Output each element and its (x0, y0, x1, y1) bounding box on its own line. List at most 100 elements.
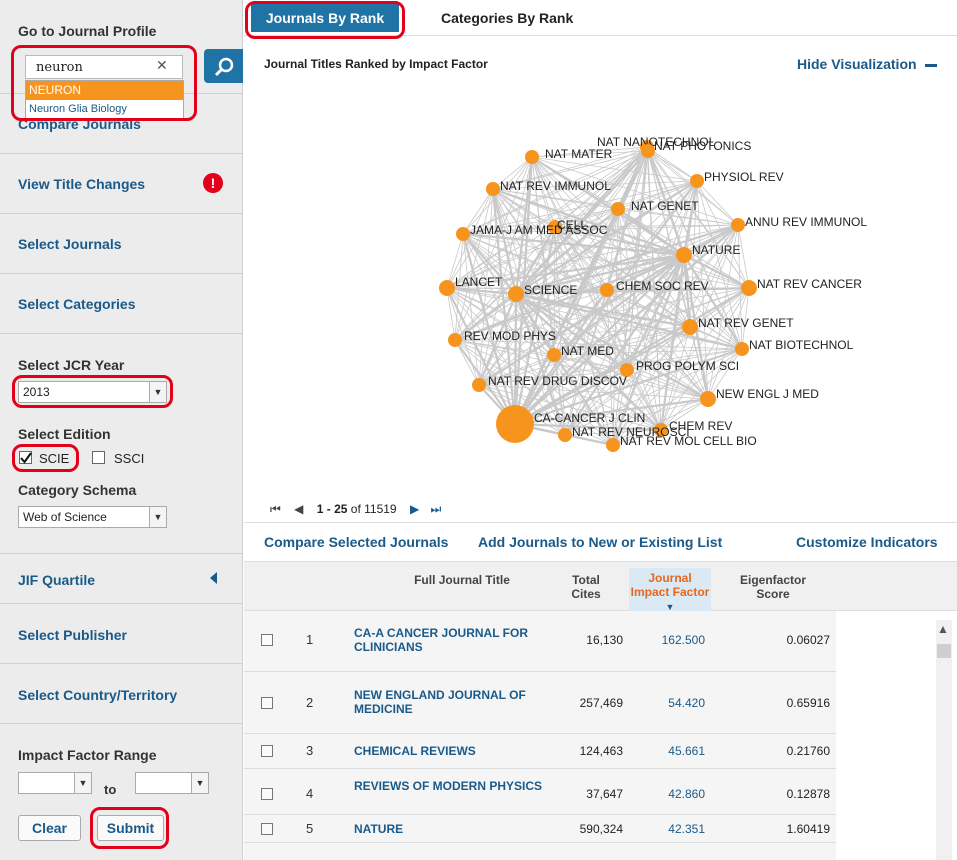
journal-search-input[interactable]: neuron (25, 55, 183, 79)
select-publisher-link[interactable]: Select Publisher (0, 603, 243, 663)
network-edge (477, 293, 518, 386)
col-jif-header[interactable]: Journal Impact Factor ▼ (629, 568, 711, 612)
network-edge (553, 254, 685, 356)
select-categories-link[interactable]: Select Categories (0, 273, 243, 333)
scie-label: SCIE (39, 451, 70, 466)
network-edge (446, 287, 480, 386)
network-edge (462, 233, 608, 291)
network-node[interactable] (456, 227, 470, 241)
view-title-changes-link[interactable]: View Title Changes (0, 153, 243, 213)
row-title-link[interactable]: NEW ENGLAND JOURNAL OF MEDICINE (354, 688, 526, 716)
scroll-thumb[interactable] (937, 644, 951, 658)
hide-visualization-link[interactable]: Hide Visualization (797, 56, 917, 72)
next-page-icon[interactable]: ▶ (409, 502, 420, 516)
row-checkbox[interactable] (261, 745, 273, 757)
network-node[interactable] (606, 438, 620, 452)
network-node[interactable] (547, 348, 561, 362)
network-node[interactable] (654, 423, 668, 437)
network-node[interactable] (731, 218, 745, 232)
network-edge (683, 254, 750, 289)
scie-checkbox[interactable] (19, 451, 32, 464)
clear-button[interactable]: Clear (18, 815, 81, 841)
compare-selected-button[interactable]: Compare Selected Journals (264, 534, 449, 550)
network-node[interactable] (508, 286, 524, 302)
category-schema-select[interactable]: Web of Science ▼ (18, 506, 167, 528)
impact-max-select[interactable]: ▼ (135, 772, 209, 794)
network-edge (514, 369, 628, 425)
network-edge (554, 224, 739, 228)
network-edge (696, 180, 739, 226)
highlight-scie (12, 444, 79, 472)
network-edge (660, 326, 691, 431)
network-node-label: NAT REV MOL CELL BIO (620, 434, 757, 448)
clear-search-icon[interactable]: ✕ (156, 57, 168, 73)
network-node[interactable] (611, 202, 625, 216)
row-checkbox[interactable] (261, 697, 273, 709)
network-edge (553, 354, 614, 446)
last-page-icon[interactable]: ⏭ (430, 502, 442, 516)
network-edge (446, 287, 456, 341)
table-scrollbar[interactable]: ▲ (936, 620, 952, 860)
prev-page-icon[interactable]: ◀ (294, 502, 304, 516)
network-edge (454, 253, 685, 342)
network-node[interactable] (525, 150, 539, 164)
add-to-list-button[interactable]: Add Journals to New or Existing List (478, 534, 723, 550)
row-cites: 124,463 (579, 744, 623, 758)
network-edge (626, 348, 743, 371)
impact-min-select[interactable]: ▼ (18, 772, 92, 794)
network-node[interactable] (620, 363, 634, 377)
network-node[interactable] (600, 283, 614, 297)
network-node[interactable] (548, 220, 562, 234)
select-country-link[interactable]: Select Country/Territory (0, 663, 243, 723)
network-node[interactable] (690, 174, 704, 188)
suggestion-neuron-glia-biology[interactable]: Neuron Glia Biology (29, 103, 127, 115)
col-title-header[interactable]: Full Journal Title (414, 573, 510, 587)
scroll-up-icon[interactable]: ▲ (937, 622, 949, 636)
search-button[interactable] (204, 49, 243, 83)
jif-quartile-label: JIF Quartile (18, 572, 96, 588)
suggestion-neuron[interactable]: NEURON (26, 81, 183, 100)
col-cites-header[interactable]: Total Cites (571, 573, 601, 601)
ssci-checkbox[interactable] (92, 451, 105, 464)
collapse-arrow-icon[interactable] (210, 572, 217, 584)
submit-button[interactable]: Submit (97, 815, 164, 841)
collapse-icon[interactable] (925, 64, 937, 67)
first-page-icon[interactable]: ⏮ (270, 502, 281, 516)
row-checkbox[interactable] (261, 788, 273, 800)
select-journals-link[interactable]: Select Journals (0, 213, 243, 273)
network-edge (454, 339, 709, 400)
tab-journals-by-rank[interactable]: Journals By Rank (251, 4, 399, 32)
network-node[interactable] (700, 391, 716, 407)
network-node[interactable] (558, 428, 572, 442)
col-eigen-header[interactable]: Eigenfactor Score (739, 573, 806, 601)
network-node-label: NAT REV GENET (698, 316, 794, 330)
view-title-changes-label: View Title Changes (18, 176, 146, 192)
network-node[interactable] (472, 378, 486, 392)
network-node[interactable] (496, 405, 534, 443)
network-edge (553, 354, 628, 371)
row-title-link[interactable]: CHEMICAL REVIEWS (354, 744, 476, 758)
network-edge (462, 226, 556, 235)
network-node[interactable] (641, 144, 655, 158)
network-node[interactable] (448, 333, 462, 347)
filter-panel (0, 333, 243, 553)
row-checkbox[interactable] (261, 823, 273, 835)
row-title-link[interactable]: REVIEWS OF MODERN PHYSICS (354, 779, 543, 793)
row-checkbox[interactable] (261, 634, 273, 646)
network-node[interactable] (486, 182, 500, 196)
network-node[interactable] (682, 319, 698, 335)
jif-quartile-link[interactable]: JIF Quartile (0, 553, 243, 603)
jcr-year-select[interactable]: 2013 ▼ (18, 381, 167, 403)
row-title-link[interactable]: NATURE (354, 822, 404, 836)
chevron-down-icon: ▼ (191, 773, 208, 793)
tab-categories-by-rank[interactable]: Categories By Rank (441, 10, 574, 26)
network-edge (617, 208, 662, 431)
customize-indicators-button[interactable]: Customize Indicators (796, 534, 938, 550)
network-edge (553, 348, 743, 356)
chevron-down-icon: ▼ (149, 507, 166, 527)
network-node[interactable] (676, 247, 692, 263)
row-title-link[interactable]: CA-A CANCER JOURNAL FOR CLINICIANS (354, 626, 528, 654)
network-node[interactable] (439, 280, 455, 296)
network-node[interactable] (741, 280, 757, 296)
network-node[interactable] (735, 342, 749, 356)
